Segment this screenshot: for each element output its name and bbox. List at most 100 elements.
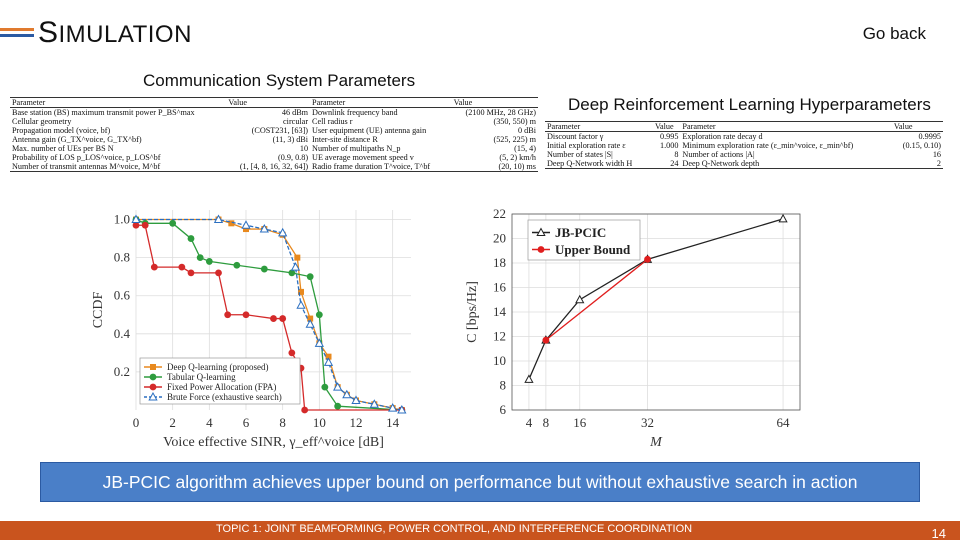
data-point <box>205 258 213 265</box>
param-name-cell: Inter-site distance R <box>312 135 378 144</box>
legend-label: Fixed Power Allocation (FPA) <box>167 382 276 392</box>
legend-label: Upper Bound <box>555 242 631 257</box>
data-point <box>305 319 315 328</box>
data-point <box>288 269 296 277</box>
x-tick-label: 8 <box>543 415 550 430</box>
param-value-cell: 1.000 <box>659 141 679 150</box>
table-row: Deep Q-Network width H 24 Deep Q-Network d… <box>545 159 943 169</box>
data-point <box>233 261 241 269</box>
ccdf-chart: 0 2 4 6 8 10 12 14 0.2 0.4 0.6 0.8 1.0 Voice effectiv… <box>91 210 411 450</box>
legend-marker <box>149 373 157 381</box>
slide-title-rest: IMULATION <box>58 21 192 48</box>
data-point <box>243 226 249 233</box>
data-point <box>228 220 235 227</box>
y-tick-label: 22 <box>493 206 506 221</box>
y-tick-label: 16 <box>493 280 507 295</box>
data-point <box>397 404 407 414</box>
data-point <box>196 254 204 262</box>
param-value-cell: 16 <box>932 150 941 159</box>
x-tick-label: 6 <box>243 415 250 430</box>
comm-header-2: Parameter <box>310 97 452 108</box>
y-tick-label: 10 <box>493 353 506 368</box>
param-name-cell: Deep Q-Network depth <box>680 159 892 169</box>
x-tick-label: 8 <box>279 415 286 430</box>
param-value-cell: 10 <box>299 144 309 153</box>
data-point <box>288 349 296 357</box>
param-value-cell: 2 <box>891 159 943 169</box>
param-name-cell: Propagation model (voice, bf) <box>12 126 111 135</box>
param-value-cell: (1, [4, 8, 16, 32, 64]) <box>226 162 311 172</box>
series-line-3 <box>136 218 402 411</box>
data-point <box>542 336 550 344</box>
x-tick-label: 10 <box>313 415 326 430</box>
param-name-cell: UE average movement speed v <box>312 153 414 162</box>
y-axis-label: C [bps/Hz] <box>465 281 480 343</box>
y-tick-label: 12 <box>493 329 506 344</box>
param-name-cell: Initial exploration rate ε <box>547 141 626 150</box>
param-name-cell: Number of actions |A| <box>682 150 755 159</box>
y-tick-label: 18 <box>493 255 506 270</box>
comm-params-table-wrap: Parameter Value Parameter Value Base statio… <box>10 97 538 172</box>
data-point <box>778 213 788 223</box>
drl-header-0: Parameter <box>545 121 654 132</box>
y-axis-label: CCDF <box>91 292 106 329</box>
drl-header-3: Value <box>891 121 943 132</box>
footer-bar <box>0 521 960 540</box>
data-point <box>242 311 250 319</box>
data-point <box>334 402 342 410</box>
drl-header-1: Value <box>653 121 681 132</box>
data-point <box>301 406 309 414</box>
y-tick-label: 20 <box>493 231 506 246</box>
data-point <box>351 395 361 404</box>
table-row: Initial exploration rate ε 1.000 Minimum e… <box>545 141 943 150</box>
param-value-cell: 0 dBi <box>518 126 536 135</box>
drl-params-table: Parameter Value Parameter Value Discount fa… <box>545 121 943 169</box>
table-row: Max. number of UEs per BS N 10 Number of m… <box>10 144 538 153</box>
table-row: Propagation model (voice, bf) (COST231, [… <box>10 126 538 135</box>
comm-params-heading: Communication System Parameters <box>143 71 416 90</box>
go-back-link[interactable]: Go back <box>862 24 926 43</box>
y-tick-label: 0.8 <box>114 250 130 265</box>
param-name-cell: Number of states |S| <box>547 150 613 159</box>
y-tick-label: 6 <box>500 402 507 417</box>
data-point <box>187 269 195 277</box>
data-point <box>306 273 314 281</box>
data-point <box>369 399 379 408</box>
page-number: 14 <box>931 526 946 541</box>
series-line-1 <box>545 258 648 341</box>
y-tick-label: 14 <box>493 304 507 319</box>
x-axis-label: M <box>649 435 663 450</box>
data-point <box>150 263 158 271</box>
param-value-cell: (0.15, 0.10) <box>902 141 941 150</box>
table-row: Number of states |S| 8 Number of actions |… <box>545 150 943 159</box>
data-point <box>298 288 304 295</box>
title-accent-bar <box>0 28 34 31</box>
x-tick-label: 64 <box>777 415 791 430</box>
param-value-cell: (5, 2) km/h <box>499 153 536 162</box>
slide-title-first-letter: S <box>38 16 59 49</box>
param-value-cell: (20, 10) ms <box>451 162 538 172</box>
comm-header-3: Value <box>451 97 538 108</box>
y-tick-label: 8 <box>500 378 507 393</box>
y-tick-label: 0.4 <box>114 326 131 341</box>
data-point <box>215 269 222 277</box>
legend-marker <box>148 391 158 401</box>
param-value-cell: 0.995 <box>659 132 679 141</box>
data-point <box>241 220 251 229</box>
param-value-cell: 24 <box>653 159 681 169</box>
param-value-cell: (2100 MHz, 28 GHz) <box>465 108 537 117</box>
legend-marker <box>149 383 157 391</box>
series-line-1 <box>135 218 402 411</box>
slide-title: SIMULATION <box>38 16 192 50</box>
data-point <box>388 403 398 412</box>
plot-frame <box>511 213 801 411</box>
comm-header-1: Value <box>226 97 311 108</box>
title-accent-bar-2 <box>0 34 34 37</box>
param-name-cell: Discount factor γ <box>547 132 604 141</box>
x-axis-label: Voice effective SINR, γ_eff^voice [dB] <box>163 435 384 450</box>
legend-label: JB-PCIC <box>555 225 606 240</box>
param-name-cell: Deep Q-Network width H <box>545 159 654 169</box>
param-name-cell: Max. number of UEs per BS N <box>12 144 114 153</box>
param-name-cell: Cell radius r <box>312 117 353 126</box>
param-value-cell: (525, 225) m <box>493 135 536 144</box>
